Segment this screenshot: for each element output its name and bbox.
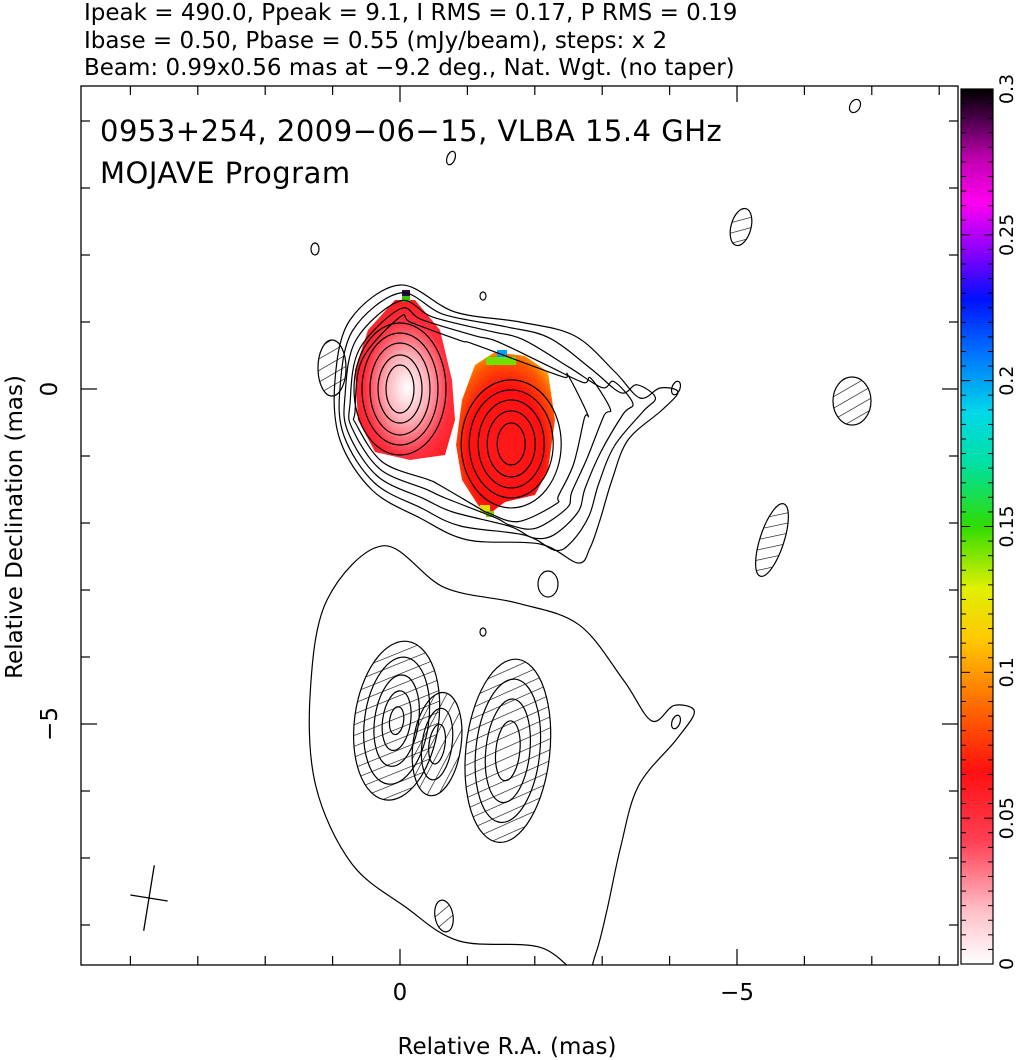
stokes-i-contour <box>385 364 415 414</box>
frac-pixel <box>480 505 490 513</box>
polarization-contour <box>484 698 531 804</box>
noise-contour <box>479 627 487 637</box>
beam-minor-axis <box>130 894 168 902</box>
polarization-contour <box>464 658 552 844</box>
fractional-polarization-patch <box>456 352 555 515</box>
y-tick-label: 0 <box>37 382 63 397</box>
stokes-i-contour <box>333 284 679 564</box>
noise-contour <box>670 380 682 396</box>
y-tick-label: −5 <box>37 707 63 741</box>
stokes-i-contour <box>352 314 590 523</box>
y-axis-label: Relative Declination (mas) <box>2 375 28 679</box>
stokes-i-contour <box>496 422 526 466</box>
noise-contour <box>310 242 320 256</box>
colorbar-tick-label: 0.15 <box>996 505 1018 547</box>
noise-contours <box>310 98 872 933</box>
noise-contour <box>670 714 682 730</box>
stokes-i-contour <box>338 292 657 552</box>
noise-contour <box>729 207 753 247</box>
noise-contour <box>434 899 454 933</box>
colorbar-tick-label: 0.3 <box>996 74 1018 104</box>
colorbar-tick-label: 0.25 <box>996 214 1018 256</box>
colorbar-tick-label: 0.1 <box>996 657 1018 687</box>
noise-contour <box>317 339 347 397</box>
plot-frame <box>80 85 959 966</box>
colorbar-ticks: 0 0.05 0.1 0.15 0.2 0.25 0.3 <box>961 74 1018 970</box>
colorbar-tick-label: 0.05 <box>996 797 1018 839</box>
x-axis-label: Relative R.A. (mas) <box>398 1034 617 1060</box>
polarization-contour <box>411 691 463 797</box>
polarization-contour <box>494 720 521 782</box>
stokes-i-contour <box>486 410 536 478</box>
frac-pixel <box>497 350 507 357</box>
colorbar-tick-label: 0.2 <box>996 366 1018 396</box>
noise-contour <box>479 291 487 301</box>
noise-contour <box>537 570 559 598</box>
x-tick-label: 0 <box>393 980 408 1006</box>
frac-pixel <box>402 296 410 302</box>
polarization-contour <box>474 678 542 824</box>
stokes-i-contour <box>460 379 562 509</box>
noise-contour <box>445 150 457 166</box>
beam-symbol <box>130 865 168 931</box>
fractional-polarization-patch <box>355 300 455 460</box>
polarization-contours <box>308 545 696 965</box>
stokes-i-contour <box>477 399 545 489</box>
colorbar-tick-label: 0 <box>996 958 1018 970</box>
polarization-contour <box>388 706 405 736</box>
plot-title-line-2: MOJAVE Program <box>100 156 351 190</box>
stokes-i-contour <box>348 307 612 530</box>
polarization-contour <box>420 707 454 781</box>
x-tick-label: −5 <box>720 980 754 1006</box>
stokes-i-contour <box>353 322 447 456</box>
noise-contour <box>755 503 789 577</box>
noise-contour <box>848 98 862 114</box>
stokes-i-contour <box>468 389 554 499</box>
stokes-i-contour <box>343 299 634 540</box>
polarization-contour <box>381 690 412 752</box>
stokes-i-contour <box>377 354 423 424</box>
header-line-1: Ipeak = 490.0, Ppeak = 9.1, I RMS = 0.17… <box>84 0 737 26</box>
stokes-i-contours <box>333 284 679 564</box>
polarization-contour <box>428 723 447 765</box>
polarization-envelope-contour <box>308 545 696 965</box>
header-line-3: Beam: 0.99x0.56 mas at −9.2 deg., Nat. W… <box>84 55 735 81</box>
plot-title-line-1: 0953+254, 2009−06−15, VLBA 15.4 GHz <box>100 114 722 148</box>
header-line-2: Ibase = 0.50, Pbase = 0.55 (mJy/beam), s… <box>84 28 667 54</box>
stokes-i-contour <box>361 332 439 446</box>
noise-contour <box>832 376 872 426</box>
axis-tick-labels: 0 −5 0 −5 <box>37 382 754 1006</box>
axis-ticks <box>81 86 958 965</box>
stokes-i-contour <box>369 342 431 436</box>
frac-pixel <box>486 357 516 365</box>
